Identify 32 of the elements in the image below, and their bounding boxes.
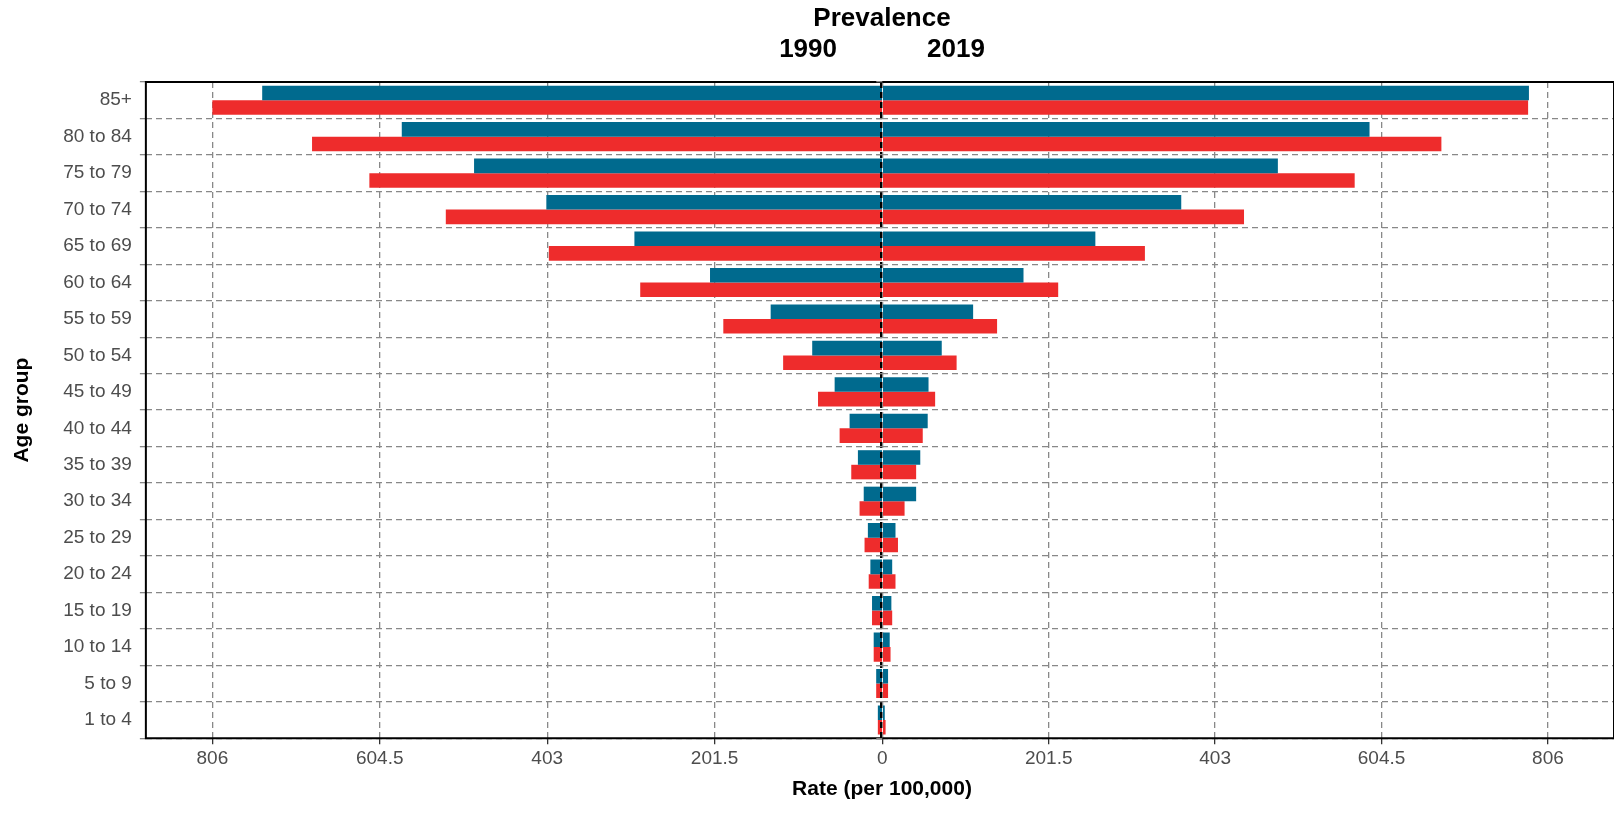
x-tick-label: 806 [196,746,229,768]
x-tick-label: 201.5 [1024,746,1073,768]
y-tick-label: 60 to 64 [63,270,133,292]
chart-subtitle: 1990 [779,33,837,64]
chart-title: Prevalence [813,2,951,33]
y-tick-label: 30 to 34 [63,489,133,511]
chart-subtitle: 2019 [927,33,985,64]
y-tick-label: 85+ [99,88,132,110]
x-tick-label: 403 [531,746,564,768]
y-tick-label: 65 to 69 [63,234,132,256]
y-tick-label: 25 to 29 [63,525,132,547]
x-tick-label: 403 [1198,746,1231,768]
x-tick-label: 604.5 [355,746,404,768]
y-tick-label: 10 to 14 [63,635,133,657]
y-axis-title: Age group [9,357,33,463]
y-tick-label: 5 to 9 [84,671,132,693]
y-tick-label: 40 to 44 [63,416,133,438]
x-tick-label: 0 [876,746,888,768]
x-axis-title: Rate (per 100,000) [792,776,972,801]
x-tick-label: 201.5 [690,746,739,768]
y-tick-label: 80 to 84 [63,124,133,146]
x-tick-label: 604.5 [1357,746,1405,768]
y-tick-label: 1 to 4 [84,708,133,730]
y-tick-label: 35 to 39 [63,453,132,475]
y-tick-label: 15 to 19 [63,598,132,620]
y-tick-label: 75 to 79 [63,161,132,183]
y-tick-label: 20 to 24 [63,562,133,584]
x-tick-label: 806 [1531,746,1564,768]
y-tick-label: 45 to 49 [63,380,132,402]
y-tick-label: 70 to 74 [63,197,133,219]
y-tick-label: 50 to 54 [63,343,133,365]
y-tick-label: 55 to 59 [63,307,132,329]
